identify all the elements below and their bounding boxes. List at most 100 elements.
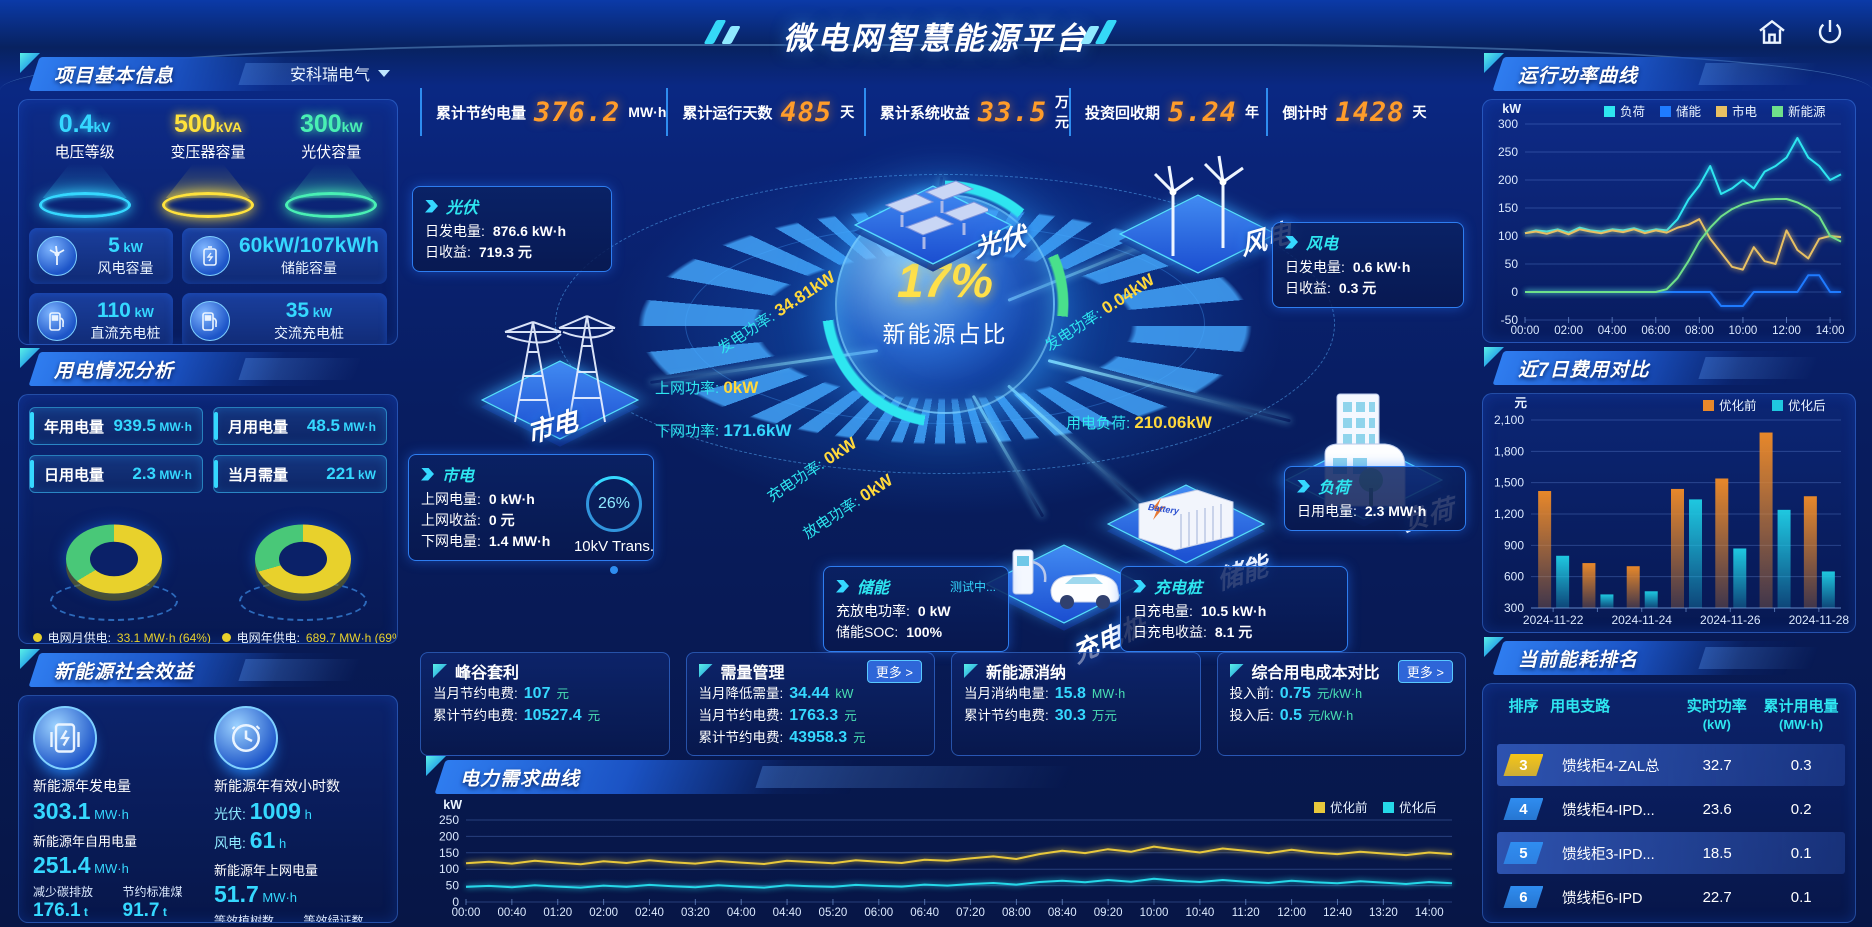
row-label: 当月节约电费: bbox=[698, 708, 784, 723]
kpi-value: 33.5 bbox=[977, 96, 1047, 128]
callout-row-value: 100% bbox=[906, 624, 943, 640]
benefit-unit: h bbox=[275, 836, 287, 851]
panel-energy-ranking: 当前能耗排名 排序 用电支路 实时功率 (kW) 累计用电量 (MW·h) 3 馈线柜4-Z… bbox=[1478, 637, 1860, 927]
more-button[interactable]: 更多 > bbox=[866, 659, 922, 683]
callout-row: 储能SOC: 100% bbox=[836, 622, 996, 643]
table-row[interactable]: 5 馈线柜3-IPD... 18.5 0.1 bbox=[1497, 832, 1845, 874]
benefit-unit: MW·h bbox=[90, 807, 129, 822]
summary-card-row: 累计节约电费: 30.3 万元 bbox=[964, 705, 1188, 727]
summary-card: 需量管理 更多 > 当月降低需量: 34.44 kW 当月节约电费: 1763.3 元累计节约… bbox=[685, 652, 935, 756]
project-stat-box: 60kW/107kWh 储能容量 bbox=[181, 228, 387, 284]
svg-text:200: 200 bbox=[1498, 173, 1518, 187]
svg-text:00:00: 00:00 bbox=[452, 907, 481, 919]
renewable-share-label: 新能源占比 bbox=[882, 321, 1008, 347]
pedestal-row: 0.4kV 电压等级 500kVA 变压器容量 300kW 光伏容量 bbox=[19, 100, 397, 218]
summary-card-title: 综合用电成本对比 bbox=[1251, 665, 1380, 682]
summary-card-row: 当月节约电费: 1763.3 元 bbox=[699, 705, 923, 727]
table-row[interactable]: 3 馈线柜4-ZAL总 32.7 0.3 bbox=[1497, 744, 1845, 786]
home-icon[interactable] bbox=[1756, 16, 1788, 48]
summary-card-row: 当月降低需量: 34.44 kW bbox=[699, 683, 923, 705]
kpi-stat: 投资回收期 5.24 年 bbox=[1068, 88, 1267, 136]
benefit-value: 251.4 bbox=[33, 852, 91, 878]
kpi-label: 倒计时 bbox=[1282, 104, 1328, 122]
pedestal-label: 光伏容量 bbox=[301, 144, 362, 161]
summary-card-row: 累计节约电费: 10527.4 元 bbox=[433, 705, 657, 727]
benefit-sub-value: 51.7 MW·h bbox=[214, 881, 383, 908]
svg-text:11:20: 11:20 bbox=[1232, 907, 1260, 919]
project-stat-unit: kW bbox=[309, 305, 333, 320]
wind-turbine-icon bbox=[1153, 155, 1244, 256]
usage-chip-unit: MW·h bbox=[156, 468, 192, 482]
chevron-right-icon bbox=[836, 579, 849, 593]
svg-text:07:20: 07:20 bbox=[956, 907, 985, 919]
svg-text:10:00: 10:00 bbox=[1729, 325, 1758, 337]
row-value: 1763.3 bbox=[789, 707, 839, 724]
more-button[interactable]: 更多 > bbox=[1397, 659, 1453, 683]
svg-text:150: 150 bbox=[439, 846, 459, 860]
rank-badge: 3 bbox=[1503, 754, 1544, 776]
project-stat-label: 储能容量 bbox=[280, 260, 337, 276]
callout-row-label: 日用电量: bbox=[1297, 503, 1357, 519]
card-corner-icon bbox=[1229, 664, 1244, 678]
svg-text:2,100: 2,100 bbox=[1494, 413, 1524, 427]
summary-card-row: 当月节约电费: 107 元 bbox=[433, 683, 657, 705]
callout-row-label: 日充电量: bbox=[1133, 603, 1193, 619]
row-label: 累计节约电费: bbox=[698, 730, 784, 745]
panel-demand-curve: 电力需求曲线 0 50 100 150 200 250 kW 00:00 00:40 01:20 0… bbox=[420, 756, 1466, 924]
svg-text:04:00: 04:00 bbox=[1598, 325, 1627, 337]
rank-badge-cell: 6 bbox=[1497, 886, 1550, 908]
callout-row-value: 876.6 kW·h bbox=[492, 223, 567, 239]
svg-text:10:00: 10:00 bbox=[1140, 907, 1169, 919]
legend-item: 电网年供电: 689.7 MW·h (69%) bbox=[221, 629, 397, 643]
kpi-stat: 倒计时 1428 天 bbox=[1266, 88, 1464, 136]
callout-row-label: 上网收益: bbox=[421, 512, 481, 528]
project-stat-value: 35 kW bbox=[285, 299, 333, 322]
table-row[interactable]: 4 馈线柜4-IPD... 23.6 0.2 bbox=[1497, 788, 1845, 830]
benefit-mini-stat: 等效绿证数303 张 bbox=[304, 912, 384, 922]
donut-hole bbox=[278, 541, 327, 577]
kpi-stats-bar: 累计节约电量 376.2 MW·h 累计运行天数 485 天 累计系统收益 33.5 万元 投资回… bbox=[420, 88, 1464, 136]
row-label: 投入后: bbox=[1229, 708, 1274, 723]
summary-card: 峰谷套利 当月节约电费: 107 元累计节约电费: 10527.4 元 bbox=[420, 652, 670, 756]
row-value: 0.5 bbox=[1279, 707, 1303, 724]
svg-text:2024-11-22: 2024-11-22 bbox=[1523, 613, 1584, 627]
callout-row-value: 8.1 元 bbox=[1214, 624, 1253, 640]
svg-text:00:40: 00:40 bbox=[497, 907, 526, 919]
svg-text:250: 250 bbox=[439, 813, 459, 827]
svg-text:优化前: 优化前 bbox=[1719, 398, 1757, 413]
svg-text:09:20: 09:20 bbox=[1094, 907, 1123, 919]
svg-text:250: 250 bbox=[1498, 145, 1518, 159]
callout-row: 上网电量: 0 kW·h bbox=[421, 489, 641, 510]
callout-row-value: 0 kW·h bbox=[488, 491, 535, 507]
power-icon[interactable] bbox=[1814, 16, 1846, 48]
chevron-down-icon bbox=[378, 69, 390, 77]
svg-text:08:40: 08:40 bbox=[1048, 907, 1077, 919]
dc-charger-icon bbox=[37, 301, 77, 341]
row-label: 当月消纳电量: bbox=[964, 686, 1049, 701]
table-row[interactable]: 6 馈线柜6-IPD 22.7 0.1 bbox=[1497, 876, 1845, 912]
svg-text:负荷: 负荷 bbox=[1620, 105, 1645, 119]
project-stat-value: 110 kW bbox=[96, 299, 154, 322]
pedestal-light-cone bbox=[165, 164, 250, 198]
flow-grid-import: 下网功率: 171.6kW bbox=[655, 421, 792, 440]
row-value: 34.44 bbox=[789, 685, 830, 702]
energy-value: 0.3 bbox=[1790, 756, 1812, 774]
panel-cost-compare: 近7日费用对比 300 600 900 1,200 1,500 1,800 2,100 元 20… bbox=[1478, 347, 1860, 637]
wind-node: 风电 bbox=[1108, 116, 1294, 296]
benefit-column: 新能源年有效小时数 光伏: 1009 h 风电: 61 h 新能源年上网电量 51.7 … bbox=[208, 706, 389, 922]
legend-item: 电网月供电: 33.1 MW·h (64%) bbox=[32, 629, 211, 643]
chevron-right-icon bbox=[1285, 235, 1298, 249]
row-unit: kW bbox=[835, 687, 854, 701]
grid-node: 市电 bbox=[460, 262, 660, 462]
ranking-table-rows: 3 馈线柜4-ZAL总 32.7 0.3 4 馈线柜4-IPD... 23.6 0.2 5 馈线柜… bbox=[1483, 740, 1855, 912]
benefit-value-line: 光伏: 1009 h bbox=[214, 798, 383, 825]
callout-row: 日收益: 0.3 元 bbox=[1285, 278, 1451, 299]
header-swoosh bbox=[0, 44, 1872, 90]
load-callout: 负荷 日用电量: 2.3 MW·h bbox=[1284, 466, 1466, 531]
company-select[interactable]: 安科瑞电气 bbox=[290, 61, 390, 85]
svg-text:优化前: 优化前 bbox=[1330, 800, 1368, 815]
energy-meter-icon bbox=[33, 706, 97, 770]
usage-chip: 当月需量 221 kW bbox=[213, 455, 387, 493]
power-value: 18.5 bbox=[1702, 844, 1732, 862]
svg-text:-50: -50 bbox=[1501, 313, 1519, 327]
